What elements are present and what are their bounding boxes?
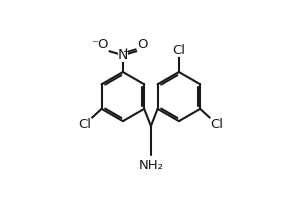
Text: O: O <box>137 38 147 50</box>
Text: NH₂: NH₂ <box>138 159 163 172</box>
Text: Cl: Cl <box>172 44 185 57</box>
Text: N: N <box>118 48 128 62</box>
Text: Cl: Cl <box>79 118 92 131</box>
Text: +: + <box>122 47 130 56</box>
Text: Cl: Cl <box>210 118 223 131</box>
Text: ⁻O: ⁻O <box>92 38 109 50</box>
